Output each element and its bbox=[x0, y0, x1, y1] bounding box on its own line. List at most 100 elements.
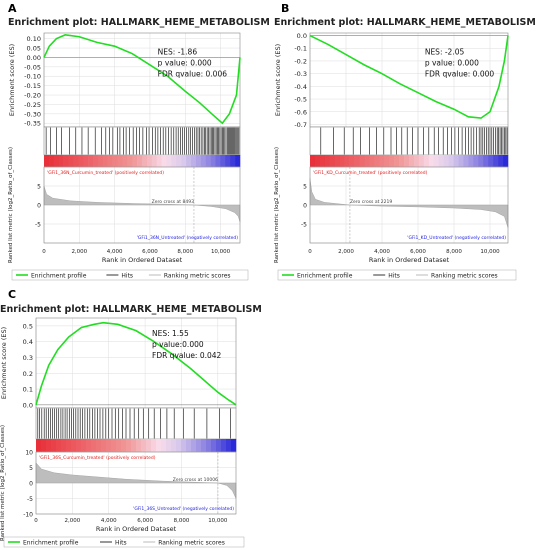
negative-class-label: 'GFi1_KD_Untreated' (negatively correlat… bbox=[407, 235, 506, 241]
stat-label: p value:0.000 bbox=[152, 340, 204, 349]
color-gradient-segment bbox=[310, 155, 316, 167]
color-gradient-segment bbox=[458, 155, 464, 167]
color-gradient-segment bbox=[121, 439, 127, 452]
color-gradient-segment bbox=[86, 439, 92, 452]
color-gradient-segment bbox=[66, 439, 72, 452]
chart-title: Enrichment plot: HALLMARK_HEME_METABOLIS… bbox=[8, 17, 270, 28]
color-gradient-segment bbox=[146, 439, 152, 452]
color-gradient-segment bbox=[71, 439, 77, 452]
x-tick-label: 10,000 bbox=[480, 249, 500, 255]
color-gradient-segment bbox=[211, 439, 217, 452]
rank-tick-label: 10 bbox=[25, 450, 33, 457]
es-tick-label: -0.2 bbox=[294, 57, 307, 65]
color-gradient-segment bbox=[369, 155, 375, 167]
color-gradient-segment bbox=[91, 439, 97, 452]
ranked-metric-area bbox=[43, 185, 241, 223]
color-gradient-segment bbox=[200, 155, 206, 167]
color-gradient-segment bbox=[230, 155, 236, 167]
color-gradient-segment bbox=[116, 439, 122, 452]
rank-tick-label: 0 bbox=[37, 203, 41, 210]
color-gradient-segment bbox=[413, 155, 420, 167]
es-tick-label: -0.4 bbox=[294, 83, 307, 91]
legend-profile-label: Enrichment profile bbox=[297, 273, 353, 280]
color-gradient-segment bbox=[488, 155, 494, 167]
gsea-panel-b: Enrichment plot: HALLMARK_HEME_METABOLIS… bbox=[274, 17, 536, 281]
zero-cross-label: Zero cross at 8493 bbox=[152, 199, 194, 205]
color-gradient-segment bbox=[181, 439, 187, 452]
color-gradient-segment bbox=[205, 155, 211, 167]
rank-plot-frame bbox=[309, 166, 509, 244]
color-gradient-segment bbox=[68, 155, 74, 167]
legend-profile-label: Enrichment profile bbox=[23, 540, 79, 547]
x-tick-label: 2,000 bbox=[64, 518, 80, 524]
color-gradient-segment bbox=[394, 155, 400, 167]
es-tick-label: -0.7 bbox=[294, 121, 307, 129]
rank-plot-frame bbox=[35, 451, 237, 515]
color-gradient-segment bbox=[137, 155, 143, 167]
color-gradient-segment bbox=[161, 155, 167, 167]
color-gradient-segment bbox=[102, 155, 108, 167]
color-gradient-segment bbox=[191, 439, 197, 452]
enrichment-profile-line bbox=[43, 34, 241, 125]
color-gradient-segment bbox=[423, 155, 430, 167]
es-tick-label: -0.35 bbox=[24, 120, 41, 128]
rank-tick-label: -5 bbox=[301, 222, 307, 229]
negative-class-label: 'GFi1_36S_Untreated' (negatively correla… bbox=[133, 506, 234, 512]
color-gradient-segment bbox=[235, 155, 241, 167]
color-gradient-segment bbox=[171, 155, 177, 167]
color-gradient-segment bbox=[210, 155, 216, 167]
color-gradient-segment bbox=[225, 155, 231, 167]
color-gradient-segment bbox=[498, 155, 504, 167]
legend-profile-label: Enrichment profile bbox=[31, 273, 87, 280]
color-gradient-segment bbox=[81, 439, 87, 452]
color-gradient-segment bbox=[329, 155, 336, 167]
rank-tick-label: -5 bbox=[27, 496, 33, 503]
es-tick-label: -0.20 bbox=[24, 92, 41, 100]
color-gradient-segment bbox=[483, 155, 489, 167]
stat-label: FDR qvalue: 0.000 bbox=[425, 70, 495, 79]
legend-ranking-label: Ranking metric scores bbox=[431, 273, 498, 280]
color-gradient-segment bbox=[96, 439, 102, 452]
color-gradient-segment bbox=[146, 155, 153, 167]
x-tick-label: 0 bbox=[42, 249, 46, 255]
color-gradient-segment bbox=[56, 439, 62, 452]
color-gradient-segment bbox=[478, 155, 484, 167]
es-tick-label: 0.10 bbox=[27, 35, 41, 43]
color-gradient-segment bbox=[106, 439, 112, 452]
color-gradient-segment bbox=[493, 155, 499, 167]
zero-cross-label: Zero cross at 10006 bbox=[173, 477, 218, 483]
rank-tick-label: 5 bbox=[303, 184, 307, 191]
color-gradient-segment bbox=[216, 439, 222, 452]
color-gradient-segment bbox=[73, 155, 79, 167]
rank-axis-label: Ranked list metric (log2_Ratio_of_Classe… bbox=[0, 425, 6, 541]
color-gradient-segment bbox=[127, 155, 133, 167]
hits-band bbox=[309, 126, 509, 156]
es-tick-label: -0.30 bbox=[24, 110, 41, 118]
rank-tick-label: 5 bbox=[29, 465, 33, 472]
color-gradient-segment bbox=[97, 155, 104, 167]
color-gradient-segment bbox=[51, 439, 57, 452]
positive-class-label: 'GFi1_36S_Curcumin_treated' (positively … bbox=[39, 455, 156, 461]
x-axis-label: Rank in Ordered Dataset bbox=[96, 525, 177, 533]
x-tick-label: 10,000 bbox=[211, 249, 231, 255]
color-gradient-segment bbox=[166, 155, 172, 167]
color-gradient-segment bbox=[374, 155, 380, 167]
color-gradient-segment bbox=[46, 439, 52, 452]
es-tick-label: 0.2 bbox=[23, 370, 33, 378]
color-gradient-segment bbox=[132, 155, 138, 167]
es-tick-label: -0.15 bbox=[24, 82, 41, 90]
stat-label: NES: -1.86 bbox=[158, 48, 198, 57]
color-gradient-segment bbox=[41, 439, 47, 452]
stat-label: p value: 0.000 bbox=[425, 59, 479, 68]
x-axis-label: Rank in Ordered Dataset bbox=[102, 256, 183, 264]
stat-label: FDR qvalue: 0.006 bbox=[158, 70, 228, 79]
x-tick-label: 6,000 bbox=[142, 249, 158, 255]
legend-hits-label: Hits bbox=[115, 540, 127, 547]
zero-cross-label: Zero cross at 2219 bbox=[350, 199, 392, 205]
rank-axis-label: Ranked list metric (log2_Ratio_of_Classe… bbox=[274, 147, 280, 263]
color-gradient-segment bbox=[409, 155, 415, 167]
panel-label-b: B bbox=[281, 2, 289, 15]
color-gradient-segment bbox=[36, 439, 42, 452]
es-tick-label: -0.5 bbox=[294, 96, 307, 104]
